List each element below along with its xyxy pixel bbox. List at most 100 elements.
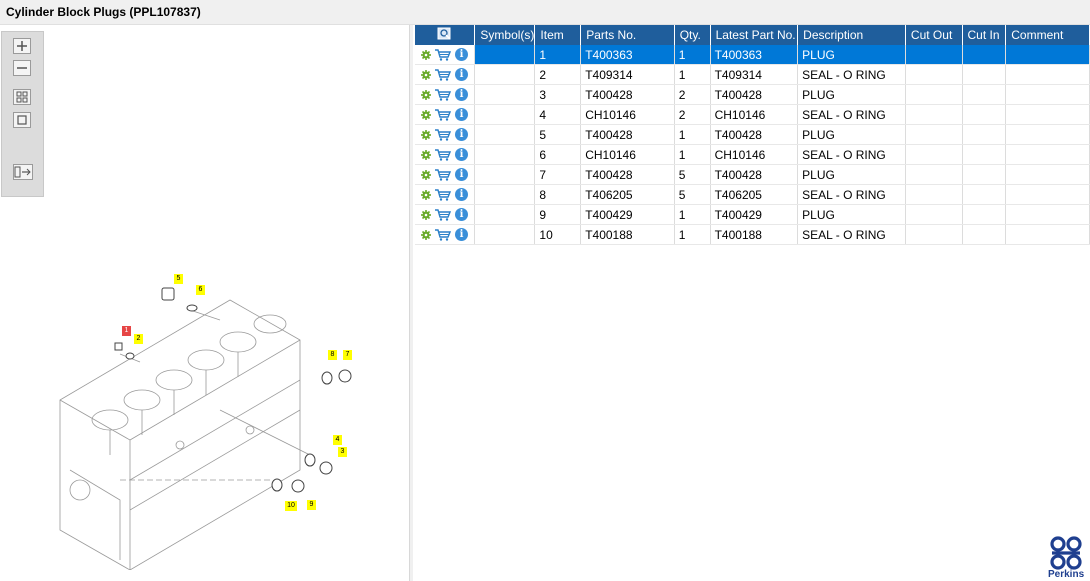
latest-part-no-cell: CH10146 <box>710 104 799 125</box>
info-icon[interactable]: i <box>455 228 468 241</box>
cart-icon[interactable] <box>435 128 451 141</box>
drawing-pane[interactable] <box>0 25 409 581</box>
gear-icon[interactable] <box>421 69 431 80</box>
item-cell: 8 <box>534 184 582 205</box>
symbols-cell <box>474 164 536 185</box>
row-actions: i <box>415 164 476 185</box>
callout-7[interactable]: 7 <box>343 350 352 360</box>
parts-no-cell: T400188 <box>580 224 675 245</box>
callout-1[interactable]: 1 <box>122 326 131 336</box>
gear-icon[interactable] <box>421 149 431 160</box>
cut-out-cell <box>905 224 963 245</box>
info-icon[interactable]: i <box>455 168 468 181</box>
callout-8[interactable]: 8 <box>328 350 337 360</box>
qty-cell: 1 <box>674 204 711 225</box>
table-row[interactable]: i 7 T400428 5 T400428 PLUG <box>415 164 1090 185</box>
cut-out-cell <box>905 144 963 165</box>
fit-all-button[interactable] <box>13 89 31 105</box>
callout-5[interactable]: 5 <box>174 274 183 284</box>
zoom-out-button[interactable] <box>13 60 31 76</box>
square-icon <box>17 115 27 125</box>
table-row[interactable]: i 8 T406205 5 T406205 SEAL - O RING <box>415 184 1090 205</box>
table-row[interactable]: i 5 T400428 1 T400428 PLUG <box>415 124 1090 145</box>
parts-no-cell: T400363 <box>580 45 675 65</box>
info-icon[interactable]: i <box>455 108 468 121</box>
gear-icon[interactable] <box>421 169 431 180</box>
table-row[interactable]: i 9 T400429 1 T400429 PLUG <box>415 204 1090 225</box>
cart-icon[interactable] <box>435 188 451 201</box>
callout-4[interactable]: 4 <box>333 435 342 445</box>
column-header-parts-no[interactable]: Parts No. <box>580 25 675 45</box>
cart-icon[interactable] <box>435 208 451 221</box>
column-header-description[interactable]: Description <box>797 25 906 45</box>
plus-icon <box>17 41 27 51</box>
qty-cell: 1 <box>674 124 711 145</box>
column-header-comment[interactable]: Comment <box>1005 25 1090 45</box>
table-row[interactable]: i 2 T409314 1 T409314 SEAL - O RING <box>415 64 1090 85</box>
gear-icon[interactable] <box>421 129 431 140</box>
column-header-qty[interactable]: Qty. <box>674 25 711 45</box>
description-cell: PLUG <box>797 84 906 105</box>
gear-icon[interactable] <box>421 189 431 200</box>
description-cell: SEAL - O RING <box>797 104 906 125</box>
table-row[interactable]: i 6 CH10146 1 CH10146 SEAL - O RING <box>415 144 1090 165</box>
parts-no-cell: CH10146 <box>580 104 675 125</box>
row-actions: i <box>415 144 476 165</box>
cylinder-block-drawing[interactable] <box>50 270 410 570</box>
cart-icon[interactable] <box>435 168 451 181</box>
cart-icon[interactable] <box>435 68 451 81</box>
qty-cell: 1 <box>674 224 711 245</box>
cart-icon[interactable] <box>435 148 451 161</box>
table-row[interactable]: i 3 T400428 2 T400428 PLUG <box>415 84 1090 105</box>
comment-cell <box>1005 45 1090 65</box>
comment-cell <box>1005 164 1090 185</box>
fit-window-button[interactable] <box>13 112 31 128</box>
column-header-symbols[interactable]: Symbol(s) <box>474 25 536 45</box>
gear-icon[interactable] <box>421 229 431 240</box>
column-header-latest-part-no[interactable]: Latest Part No. <box>710 25 799 45</box>
symbols-cell <box>474 224 536 245</box>
callout-2[interactable]: 2 <box>134 334 143 344</box>
cart-icon[interactable] <box>435 48 451 61</box>
callout-6[interactable]: 6 <box>196 285 205 295</box>
info-icon[interactable]: i <box>455 208 468 221</box>
description-cell: PLUG <box>797 45 906 65</box>
preview-icon <box>437 27 451 40</box>
item-cell: 5 <box>534 124 582 145</box>
info-icon[interactable]: i <box>455 48 468 61</box>
symbols-cell <box>474 124 536 145</box>
gear-icon[interactable] <box>421 49 431 60</box>
zoom-in-button[interactable] <box>13 38 31 54</box>
description-cell: PLUG <box>797 124 906 145</box>
column-header-cut-in[interactable]: Cut In <box>962 25 1007 45</box>
info-icon[interactable]: i <box>455 128 468 141</box>
cart-icon[interactable] <box>435 108 451 121</box>
column-header-cut-out[interactable]: Cut Out <box>905 25 963 45</box>
table-row[interactable]: i 10 T400188 1 T400188 SEAL - O RING <box>415 224 1090 245</box>
callout-9[interactable]: 9 <box>307 500 316 510</box>
column-header-item[interactable]: Item <box>534 25 582 45</box>
cut-out-cell <box>905 164 963 185</box>
comment-cell <box>1005 144 1090 165</box>
table-row[interactable]: i 4 CH10146 2 CH10146 SEAL - O RING <box>415 104 1090 125</box>
column-header-preview[interactable] <box>415 25 476 45</box>
callout-10[interactable]: 10 <box>285 501 297 511</box>
toggle-panel-button[interactable] <box>13 164 33 180</box>
cut-in-cell <box>962 124 1007 145</box>
info-icon[interactable]: i <box>455 68 468 81</box>
gear-icon[interactable] <box>421 109 431 120</box>
gear-icon[interactable] <box>421 89 431 100</box>
info-icon[interactable]: i <box>455 88 468 101</box>
info-icon[interactable]: i <box>455 188 468 201</box>
cut-out-cell <box>905 204 963 225</box>
cart-icon[interactable] <box>435 88 451 101</box>
table-row[interactable]: i 1 T400363 1 T400363 PLUG <box>415 45 1090 65</box>
description-cell: SEAL - O RING <box>797 224 906 245</box>
cart-icon[interactable] <box>435 228 451 241</box>
gear-icon[interactable] <box>421 209 431 220</box>
latest-part-no-cell: T400188 <box>710 224 799 245</box>
cut-out-cell <box>905 184 963 205</box>
parts-no-cell: T409314 <box>580 64 675 85</box>
info-icon[interactable]: i <box>455 148 468 161</box>
callout-3[interactable]: 3 <box>338 447 347 457</box>
